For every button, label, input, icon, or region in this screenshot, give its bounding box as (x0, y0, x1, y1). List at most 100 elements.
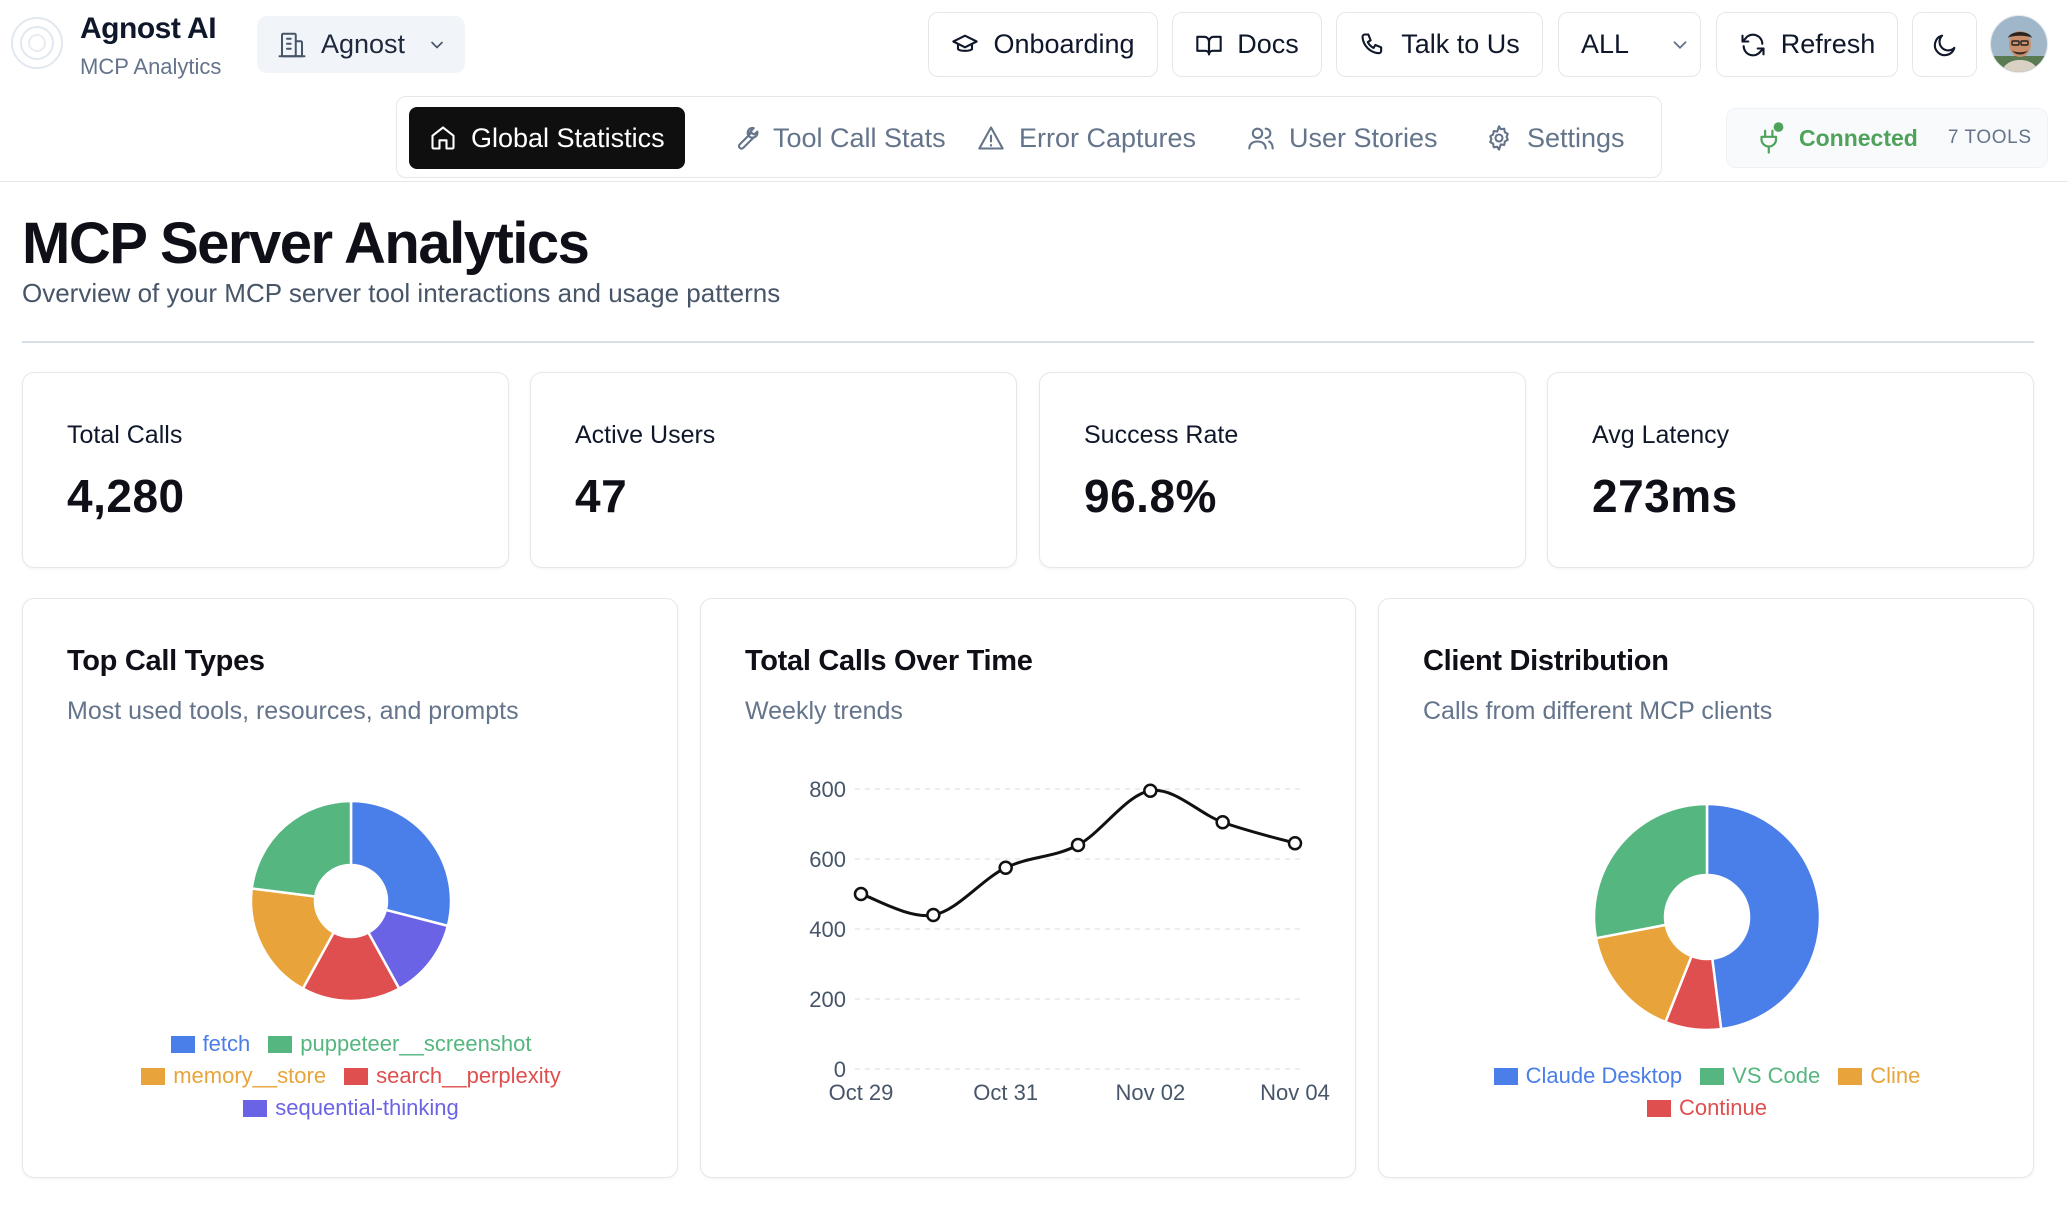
x-tick-label: Nov 02 (1115, 1080, 1185, 1105)
stat-label: Success Rate (1084, 421, 1239, 449)
wrench-icon (738, 126, 759, 150)
tab-user-stories[interactable]: User Stories (1227, 107, 1458, 169)
tab-label: Error Captures (1019, 122, 1197, 153)
stat-value: 273ms (1592, 470, 1738, 522)
environment-filter-select[interactable]: ALL (1558, 12, 1701, 77)
legend-item-fetch[interactable]: fetch (170, 1031, 251, 1057)
tab-error-captures[interactable]: Error Captures (957, 107, 1216, 169)
x-tick-label: Nov 04 (1260, 1080, 1330, 1105)
legend-label: search__perplexity (376, 1063, 561, 1088)
theme-toggle-button[interactable] (1912, 12, 1977, 77)
page-subtitle: Overview of your MCP server tool interac… (22, 278, 781, 308)
pie-slice-search-perplexity[interactable] (301, 930, 401, 1003)
chart-subtitle: Calls from different MCP clients (1423, 697, 1773, 725)
total-calls-line-chart: 0 200 400 600 800 Oct 29 Oct 31 Nov 02 Nov 04 (809, 777, 1330, 1105)
stat-value: 96.8% (1084, 470, 1217, 522)
users-icon (1248, 127, 1274, 150)
legend-swatch (268, 1035, 293, 1053)
data-point-oct-30[interactable] (926, 907, 941, 923)
pie-slice-puppeteer-screenshot[interactable] (250, 799, 353, 898)
data-point-nov-02[interactable] (1143, 783, 1158, 798)
home-icon (431, 126, 455, 150)
pie-slice-memory-store[interactable] (249, 887, 336, 991)
tab-global-statistics[interactable]: Global Statistics (409, 107, 685, 169)
legend-item-continue[interactable]: Continue (1646, 1095, 1768, 1121)
x-tick-label: Oct 29 (829, 1080, 894, 1105)
docs-button[interactable]: Docs (1172, 12, 1322, 77)
legend-item-puppeteer-screenshot[interactable]: puppeteer__screenshot (268, 1031, 531, 1057)
data-point-oct-31[interactable] (998, 860, 1013, 875)
graduation-cap-icon (952, 34, 979, 52)
refresh-label: Refresh (1780, 29, 1876, 59)
legend-item-vs-code[interactable]: VS Code (1700, 1063, 1820, 1089)
legend-label: Claude Desktop (1525, 1063, 1683, 1088)
talk-to-us-label: Talk to Us (1401, 29, 1520, 59)
chart-subtitle: Weekly trends (745, 697, 903, 725)
legend-item-memory-store[interactable]: memory__store (141, 1063, 326, 1089)
legend-label: sequential-thinking (275, 1095, 459, 1120)
stat-card-avg-latency: Avg Latency 273ms (1547, 372, 2034, 568)
legend-item-claude-desktop[interactable]: Claude Desktop (1493, 1063, 1683, 1089)
legend-swatch (243, 1099, 268, 1117)
y-tick-label: 0 (834, 1057, 846, 1082)
legend-label: Continue (1678, 1095, 1768, 1120)
chart-title: Client Distribution (1423, 645, 1669, 677)
y-tick-label: 600 (809, 847, 846, 872)
data-point-oct-29[interactable] (853, 886, 869, 902)
pie-slice-claude-desktop[interactable] (1705, 802, 1822, 1031)
chevron-down-icon (1673, 40, 1687, 49)
top-call-types-donut-chart (249, 799, 453, 1003)
legend-swatch (141, 1067, 166, 1085)
chevron-down-icon (431, 41, 443, 49)
user-avatar[interactable] (1990, 15, 2048, 73)
pie-slice-vs-code[interactable] (1592, 802, 1709, 940)
docs-label: Docs (1237, 29, 1299, 59)
book-open-icon (1196, 35, 1222, 55)
onboarding-label: Onboarding (993, 29, 1135, 59)
legend-label: fetch (202, 1031, 251, 1056)
brand-title: Agnost AI (80, 12, 217, 45)
data-point-nov-01[interactable] (1070, 837, 1086, 853)
building-icon (278, 32, 306, 57)
series-line-total-calls (860, 788, 1296, 918)
legend-swatch (170, 1035, 195, 1053)
main-nav: Global Statistics Tool Call Stats Error … (396, 96, 1662, 178)
page-title: MCP Server Analytics (22, 211, 590, 276)
chart-legend: Claude Desktop VS Code Cline Continue (1379, 1063, 2035, 1121)
legend-label: Cline (1870, 1063, 1921, 1088)
legend-item-search-perplexity[interactable]: search__perplexity (344, 1063, 561, 1089)
talk-to-us-button[interactable]: Talk to Us (1336, 12, 1543, 77)
stat-card-active-users: Active Users 47 (530, 372, 1017, 568)
data-point-nov-04[interactable] (1287, 836, 1303, 851)
refresh-button[interactable]: Refresh (1716, 12, 1898, 77)
legend-item-cline[interactable]: Cline (1838, 1063, 1920, 1089)
client-distribution-donut-chart (1592, 802, 1822, 1032)
stat-card-total-calls: Total Calls 4,280 (22, 372, 509, 568)
pie-slice-cline[interactable] (1594, 923, 1694, 1024)
y-tick-label: 800 (809, 777, 846, 802)
chart-title: Top Call Types (67, 645, 265, 677)
chart-subtitle: Most used tools, resources, and prompts (67, 697, 519, 725)
warning-icon (978, 126, 1004, 150)
tab-label: Tool Call Stats (773, 122, 946, 153)
pie-slice-fetch[interactable] (349, 799, 453, 928)
y-tick-label: 200 (809, 987, 846, 1012)
legend-swatch (1493, 1067, 1518, 1085)
chart-title: Total Calls Over Time (745, 645, 1033, 677)
plug-icon (1760, 122, 1784, 154)
chart-card-client-distribution: Client Distribution Calls from different… (1378, 598, 2034, 1178)
tab-settings[interactable]: Settings (1465, 107, 1645, 169)
agnost-logo-icon (11, 17, 63, 69)
refresh-icon (1741, 33, 1765, 56)
legend-item-sequential-thinking[interactable]: sequential-thinking (243, 1095, 459, 1121)
app-header: Agnost AI MCP Analytics Agnost Onboardin… (0, 0, 2068, 182)
data-point-nov-03[interactable] (1215, 815, 1230, 830)
stat-label: Total Calls (67, 421, 183, 449)
environment-filter-value: ALL (1581, 29, 1630, 59)
legend-swatch (1838, 1067, 1863, 1085)
brand-subtitle: MCP Analytics (80, 54, 222, 79)
tab-tool-call-stats[interactable]: Tool Call Stats (711, 107, 966, 169)
onboarding-button[interactable]: Onboarding (928, 12, 1158, 77)
organization-selector[interactable]: Agnost (257, 16, 465, 73)
chart-card-top-call-types: Top Call Types Most used tools, resource… (22, 598, 678, 1178)
